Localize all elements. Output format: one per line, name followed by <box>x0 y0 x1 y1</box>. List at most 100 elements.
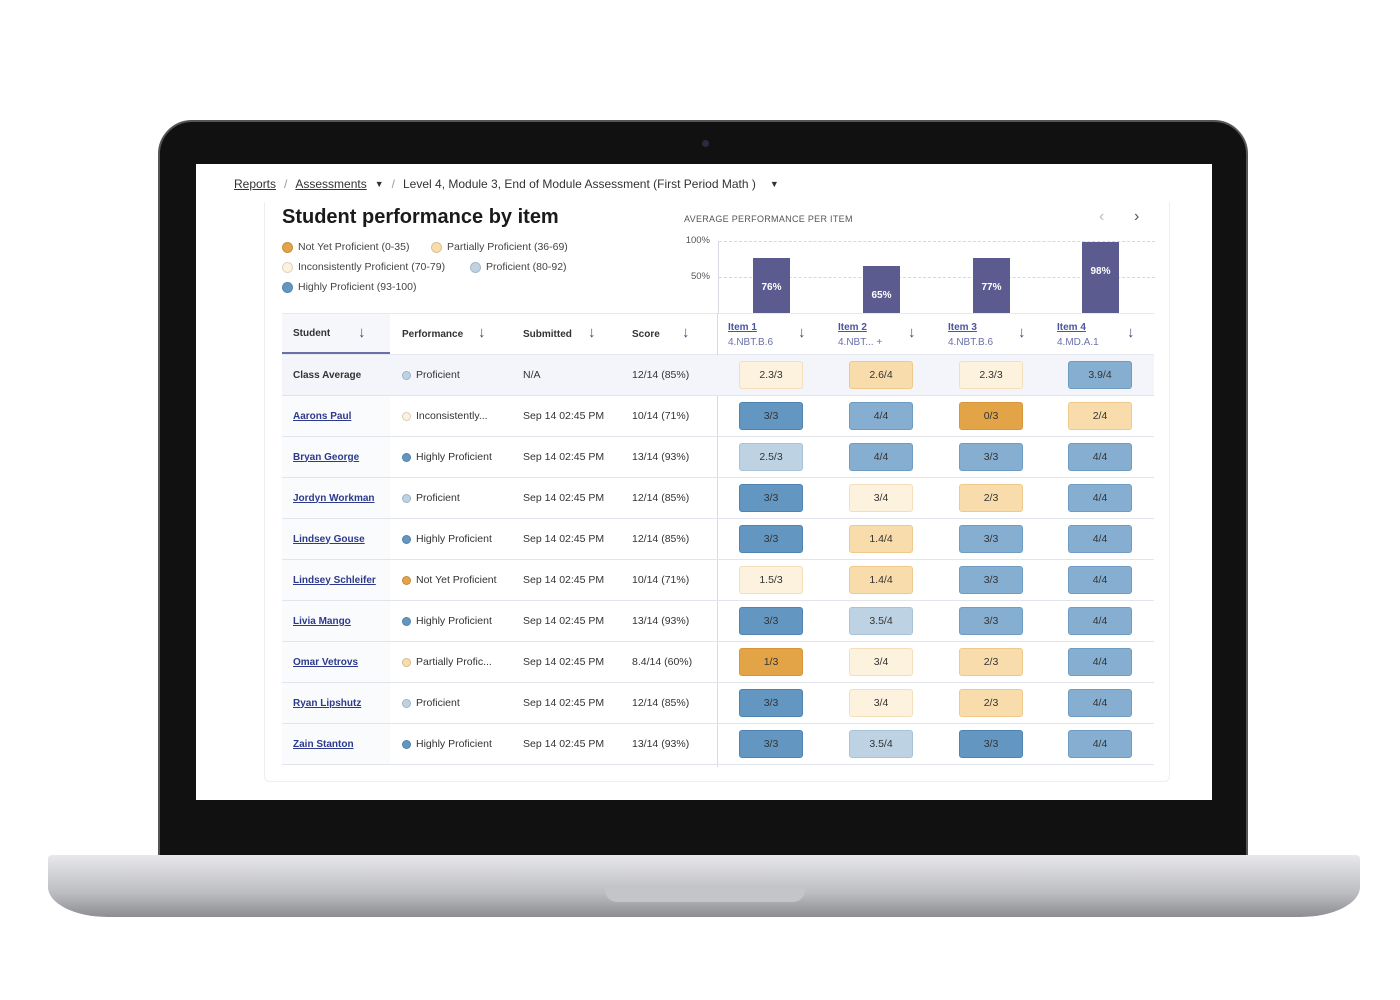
column-student[interactable]: Student <box>282 314 390 354</box>
item-score-cell[interactable]: 1/3 <box>739 648 803 676</box>
score-cell: 12/14 (85%) <box>632 492 690 504</box>
sort-arrow-icon[interactable]: ↓ <box>798 324 806 341</box>
caret-down-icon[interactable]: ▼ <box>374 179 384 189</box>
item-score-cell[interactable]: 3/4 <box>849 648 913 676</box>
caret-down-icon[interactable]: ▼ <box>769 179 779 189</box>
item-score-cell[interactable]: 4/4 <box>1068 730 1132 758</box>
performance-dot <box>402 657 411 667</box>
performance-label: Highly Proficient <box>416 451 492 463</box>
performance-dot <box>402 698 411 708</box>
item-column-header[interactable]: Item 4 4.MD.A.1 <box>1057 320 1099 350</box>
sort-arrow-icon[interactable]: ↓ <box>478 324 486 341</box>
item-standard: 4.NBT.B.6 <box>728 337 774 348</box>
item-score-cell[interactable]: 1.5/3 <box>739 566 803 594</box>
sort-arrow-icon[interactable]: ↓ <box>1127 324 1135 341</box>
student-cell: Zain Stanton <box>282 724 390 764</box>
item-name[interactable]: Item 4 <box>1057 322 1086 333</box>
column-submitted[interactable]: Submitted <box>523 314 572 354</box>
sort-arrow-icon[interactable]: ↓ <box>1018 324 1026 341</box>
table-row: Jordyn Workman Proficient Sep 14 02:45 PM 1… <box>282 478 1154 519</box>
sort-arrow-icon[interactable]: ↓ <box>588 324 596 341</box>
item-score-cell[interactable]: 2/3 <box>959 648 1023 676</box>
item-name[interactable]: Item 1 <box>728 322 757 333</box>
legend-item: Not Yet Proficient (0-35) <box>282 241 409 253</box>
item-score-cell[interactable]: 3/3 <box>739 484 803 512</box>
item-score-cell[interactable]: 3/3 <box>959 443 1023 471</box>
item-score-cell[interactable]: 3/4 <box>849 689 913 717</box>
student-cell: Class Average <box>282 355 390 395</box>
item-score-cell[interactable]: 2/3 <box>959 484 1023 512</box>
item-score-cell[interactable]: 4/4 <box>1068 484 1132 512</box>
student-name[interactable]: Zain Stanton <box>293 738 354 750</box>
item-score-cell[interactable]: 2.3/3 <box>739 361 803 389</box>
sort-arrow-icon[interactable]: ↓ <box>682 324 690 341</box>
item-score-cell[interactable]: 4/4 <box>849 402 913 430</box>
breadcrumb-reports[interactable]: Reports <box>234 177 277 191</box>
table-row: Lindsey Gouse Highly Proficient Sep 14 02:… <box>282 519 1154 560</box>
legend-item: Highly Proficient (93-100) <box>282 281 416 293</box>
chart-next-button[interactable]: › <box>1134 208 1140 225</box>
performance-dot <box>402 370 411 380</box>
student-cell: Livia Mango <box>282 601 390 641</box>
student-name[interactable]: Aarons Paul <box>293 410 352 422</box>
item-score-cell[interactable]: 4/4 <box>1068 525 1132 553</box>
item-score-cell[interactable]: 2.3/3 <box>959 361 1023 389</box>
item-score-cell[interactable]: 3.9/4 <box>1068 361 1132 389</box>
item-score-cell[interactable]: 4/4 <box>1068 566 1132 594</box>
performance-cell: Highly Proficient <box>402 519 492 559</box>
item-score-cell[interactable]: 4/4 <box>1068 648 1132 676</box>
student-name[interactable]: Lindsey Schleifer <box>293 574 376 586</box>
legend-swatch <box>282 261 293 273</box>
performance-label: Proficient <box>416 697 460 709</box>
score-cell: 13/14 (93%) <box>632 738 690 750</box>
performance-label: Proficient <box>416 492 460 504</box>
column-score[interactable]: Score <box>632 314 660 354</box>
item-score-cell[interactable]: 3/3 <box>739 730 803 758</box>
performance-cell: Inconsistently... <box>402 396 488 436</box>
item-name[interactable]: Item 3 <box>948 322 977 333</box>
item-score-cell[interactable]: 3/3 <box>959 730 1023 758</box>
student-name[interactable]: Jordyn Workman <box>293 492 375 504</box>
item-column-header[interactable]: Item 1 4.NBT.B.6 <box>728 320 773 350</box>
item-score-cell[interactable]: 3/3 <box>959 566 1023 594</box>
item-score-cell[interactable]: 3/3 <box>959 525 1023 553</box>
item-name[interactable]: Item 2 <box>838 322 867 333</box>
item-score-cell[interactable]: 1.4/4 <box>849 525 913 553</box>
student-name[interactable]: Lindsey Gouse <box>293 533 365 545</box>
item-column-header[interactable]: Item 3 4.NBT.B.6 <box>948 320 993 350</box>
item-score-cell[interactable]: 3/3 <box>959 607 1023 635</box>
item-score-cell[interactable]: 2/4 <box>1068 402 1132 430</box>
item-score-cell[interactable]: 3.5/4 <box>849 730 913 758</box>
student-cell: Bryan George <box>282 437 390 477</box>
submitted-cell: Sep 14 02:45 PM <box>523 492 605 504</box>
student-name[interactable]: Ryan Lipshutz <box>293 697 362 709</box>
item-score-cell[interactable]: 3/3 <box>739 525 803 553</box>
breadcrumb-assessments[interactable]: Assessments <box>295 177 367 191</box>
item-score-cell[interactable]: 2/3 <box>959 689 1023 717</box>
column-performance[interactable]: Performance <box>402 314 463 354</box>
item-score-cell[interactable]: 4/4 <box>1068 607 1132 635</box>
student-name[interactable]: Bryan George <box>293 451 360 463</box>
legend-label: Partially Proficient (36-69) <box>447 241 568 253</box>
item-score-cell[interactable]: 4/4 <box>1068 689 1132 717</box>
item-score-cell[interactable]: 3/3 <box>739 402 803 430</box>
item-score-cell[interactable]: 3.5/4 <box>849 607 913 635</box>
item-score-cell[interactable]: 3/3 <box>739 689 803 717</box>
student-name[interactable]: Livia Mango <box>293 615 351 627</box>
breadcrumb-separator: / <box>391 177 395 191</box>
sort-arrow-icon[interactable]: ↓ <box>358 324 366 341</box>
student-name[interactable]: Omar Vetrovs <box>293 656 359 668</box>
item-column-header[interactable]: Item 2 4.NBT... + <box>838 320 882 350</box>
chart-prev-button[interactable]: ‹ <box>1099 208 1105 225</box>
sort-arrow-icon[interactable]: ↓ <box>908 324 916 341</box>
item-score-cell[interactable]: 4/4 <box>1068 443 1132 471</box>
item-score-cell[interactable]: 3/4 <box>849 484 913 512</box>
item-score-cell[interactable]: 0/3 <box>959 402 1023 430</box>
item-score-cell[interactable]: 2.5/3 <box>739 443 803 471</box>
item-score-cell[interactable]: 1.4/4 <box>849 566 913 594</box>
item-score-cell[interactable]: 2.6/4 <box>849 361 913 389</box>
item-score-cell[interactable]: 4/4 <box>849 443 913 471</box>
y-axis <box>718 241 719 313</box>
column-label: Performance <box>402 328 464 340</box>
item-score-cell[interactable]: 3/3 <box>739 607 803 635</box>
